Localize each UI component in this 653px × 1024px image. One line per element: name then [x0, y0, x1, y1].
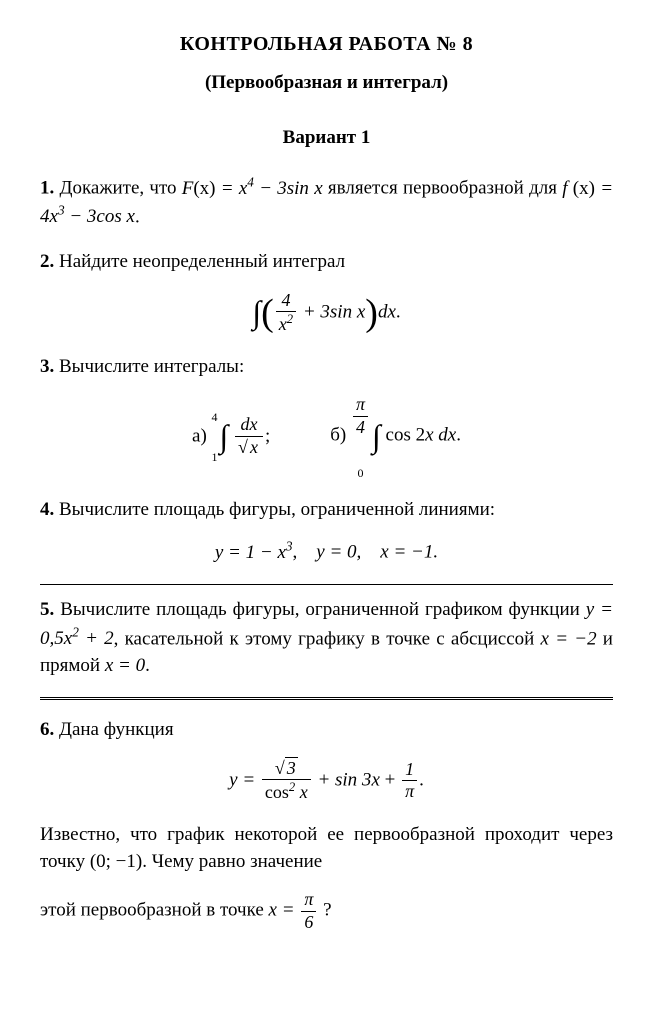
divider-double	[40, 697, 613, 703]
math: .	[396, 301, 401, 322]
problem-5: 5. Вычислите площадь фигуры, ограниченно…	[40, 597, 613, 679]
math: ?	[318, 900, 331, 921]
text: .	[135, 206, 140, 227]
text: Вычислите площадь фигуры, ограниченной л…	[59, 499, 495, 520]
formula: y = 1 − x3, y = 0, x = −1.	[40, 537, 613, 566]
math: 6	[301, 912, 316, 934]
problem-number: 4.	[40, 499, 54, 520]
math: + sin 3	[313, 769, 372, 790]
problem-number: 6.	[40, 719, 54, 740]
math: π	[301, 889, 316, 912]
text: Докажите, что	[60, 178, 182, 199]
problem-3: 3. Вычислите интегралы: а) 41∫ dx√x; б) …	[40, 354, 613, 479]
text: Вычислите интегралы:	[59, 356, 244, 377]
math: π	[402, 781, 417, 803]
math: x	[357, 301, 365, 322]
math: 4	[353, 417, 368, 439]
math: π	[353, 394, 368, 417]
text: этой первообразной в точке	[40, 900, 269, 921]
math: 4	[247, 174, 254, 189]
math: (x)	[568, 178, 595, 199]
math: x	[269, 900, 277, 921]
math: (x)	[193, 178, 215, 199]
math: 2	[72, 625, 79, 640]
text: , касательной к этому графику в точке с …	[114, 628, 541, 649]
math: 3	[285, 757, 298, 778]
math: − 3cos	[65, 206, 127, 227]
math: x	[371, 769, 379, 790]
math: = 0	[113, 655, 145, 676]
math: x	[314, 178, 322, 199]
math: x	[295, 782, 308, 802]
math: 1	[212, 451, 218, 463]
math	[361, 542, 380, 563]
math: x	[279, 314, 287, 334]
math: ;	[265, 425, 270, 446]
math: = −2	[549, 628, 597, 649]
math: =	[277, 900, 299, 921]
math: ,	[293, 542, 317, 563]
math: = −1.	[389, 542, 438, 563]
math: x	[541, 628, 549, 649]
math: +	[380, 769, 400, 790]
math: x	[127, 206, 135, 227]
problem-2: 2. Найдите неопределенный интеграл ∫(4x2…	[40, 249, 613, 336]
text: Найдите неопределенный интеграл	[59, 251, 345, 272]
math: x	[380, 542, 388, 563]
math: 3	[286, 538, 293, 553]
part-label: а)	[192, 425, 212, 446]
math: 3	[58, 203, 65, 218]
part-label: б)	[330, 425, 351, 446]
math: x	[64, 628, 72, 649]
math: =	[238, 769, 260, 790]
math: dx	[235, 414, 263, 437]
formula: y = √3cos2 x + sin 3x + 1π.	[40, 758, 613, 804]
math: = 0,	[325, 542, 362, 563]
problem-number: 3.	[40, 356, 54, 377]
divider-single	[40, 584, 613, 585]
text: Вычислите площадь фигуры, ограниченной г…	[60, 599, 586, 620]
formula: а) 41∫ dx√x; б) π40∫ cos 2x dx.	[40, 394, 613, 478]
problem-number: 1.	[40, 178, 54, 199]
doc-title: КОНТРОЛЬНАЯ РАБОТА № 8	[40, 30, 613, 58]
text: .	[145, 655, 150, 676]
math: =	[216, 178, 239, 199]
problem-4: 4. Вычислите площадь фигуры, ограниченно…	[40, 497, 613, 567]
text: является первообразной для	[323, 178, 563, 199]
text: этой первообразной в точке x = π6 ?	[40, 889, 613, 933]
math: 4	[212, 411, 218, 423]
variant-title: Вариант 1	[40, 125, 613, 152]
math: + 2	[79, 628, 114, 649]
math: cos	[265, 782, 289, 802]
problem-6: 6. Дана функция y = √3cos2 x + sin 3x + …	[40, 717, 613, 933]
math: 2	[287, 312, 293, 326]
math: y	[586, 599, 594, 620]
text: Известно, что график некоторой ее первоо…	[40, 822, 613, 875]
math: cos 2	[386, 425, 426, 446]
math: 4	[276, 290, 296, 313]
math: x dx	[425, 425, 456, 446]
math: x	[248, 436, 260, 457]
math: + 3sin	[298, 301, 357, 322]
math: 1	[402, 759, 417, 782]
math: x	[277, 542, 285, 563]
math: y	[316, 542, 324, 563]
formula: ∫(4x2 + 3sin x)dx.	[40, 290, 613, 336]
math: .	[456, 425, 461, 446]
math: = 1 −	[223, 542, 277, 563]
problem-number: 2.	[40, 251, 54, 272]
problem-number: 5.	[40, 599, 54, 620]
math: F	[182, 178, 194, 199]
math: dx	[378, 301, 396, 322]
doc-subtitle: (Первообразная и интеграл)	[40, 70, 613, 97]
math: .	[419, 769, 424, 790]
problem-1: 1. Докажите, что F(x) = x4 − 3sin x явля…	[40, 173, 613, 231]
math: x	[50, 206, 58, 227]
math: y	[229, 769, 237, 790]
math: − 3sin	[254, 178, 314, 199]
math: 0	[351, 467, 370, 479]
text: Дана функция	[59, 719, 174, 740]
